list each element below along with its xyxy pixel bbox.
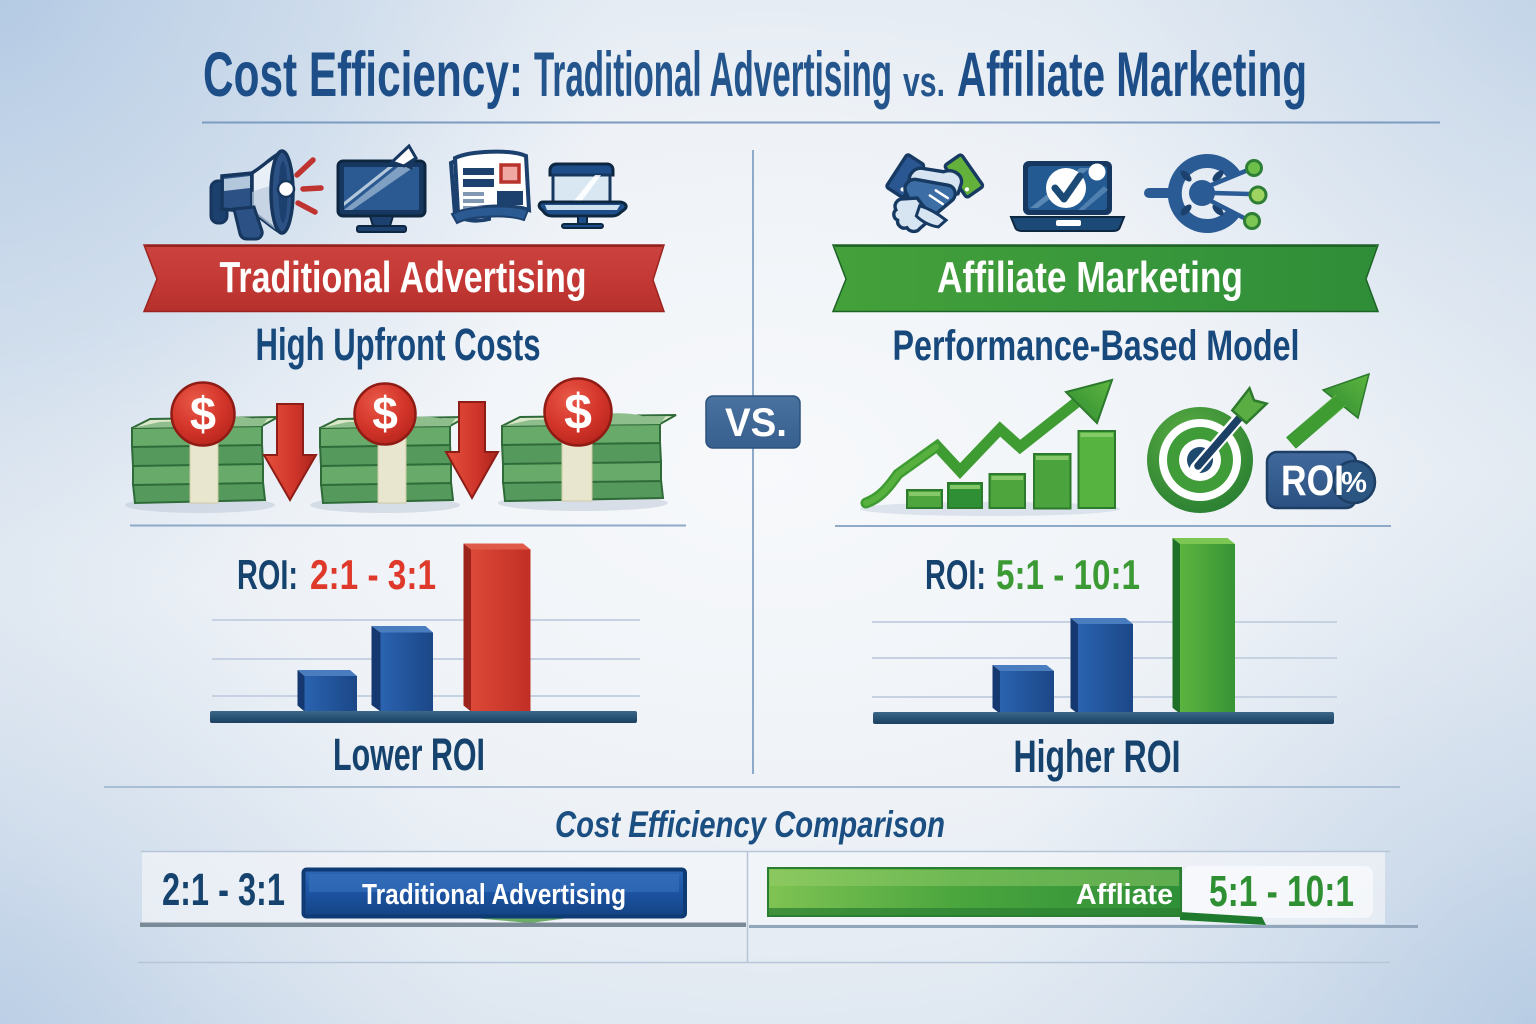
svg-text:Cost Efficiency Comparison: Cost Efficiency Comparison [555, 804, 945, 845]
svg-text:2:1 - 3:1: 2:1 - 3:1 [310, 551, 436, 598]
svg-text:Traditional Advertising: Traditional Advertising [534, 40, 892, 110]
svg-text:Traditional Advertising: Traditional Advertising [220, 253, 587, 302]
svg-text:$: $ [190, 387, 216, 440]
svg-text:High Upfront Costs: High Upfront Costs [256, 319, 541, 370]
svg-text:Affiliate Marketing: Affiliate Marketing [957, 40, 1307, 110]
svg-text:Higher ROI: Higher ROI [1014, 731, 1181, 782]
svg-text:ROI:: ROI: [925, 551, 986, 598]
svg-text:ROI: ROI [1281, 457, 1344, 505]
svg-text:Affliate: Affliate [1076, 879, 1173, 911]
svg-text:vs.: vs. [903, 58, 945, 105]
svg-text:5:1 - 10:1: 5:1 - 10:1 [1209, 867, 1354, 916]
svg-text:Cost Efficiency:: Cost Efficiency: [203, 40, 523, 110]
svg-text:$: $ [564, 384, 592, 440]
svg-text:VS.: VS. [725, 401, 787, 445]
svg-text:5:1 - 10:1: 5:1 - 10:1 [996, 551, 1140, 598]
svg-text:%: % [1341, 467, 1367, 499]
svg-text:Lower ROI: Lower ROI [333, 729, 485, 780]
svg-text:$: $ [372, 387, 398, 439]
svg-text:Performance-Based Model: Performance-Based Model [893, 322, 1300, 370]
svg-text:2:1 - 3:1: 2:1 - 3:1 [162, 864, 285, 915]
svg-text:Affiliate Marketing: Affiliate Marketing [937, 253, 1243, 302]
svg-text:ROI:: ROI: [237, 551, 298, 598]
svg-text:Traditional Advertising: Traditional Advertising [362, 879, 626, 911]
